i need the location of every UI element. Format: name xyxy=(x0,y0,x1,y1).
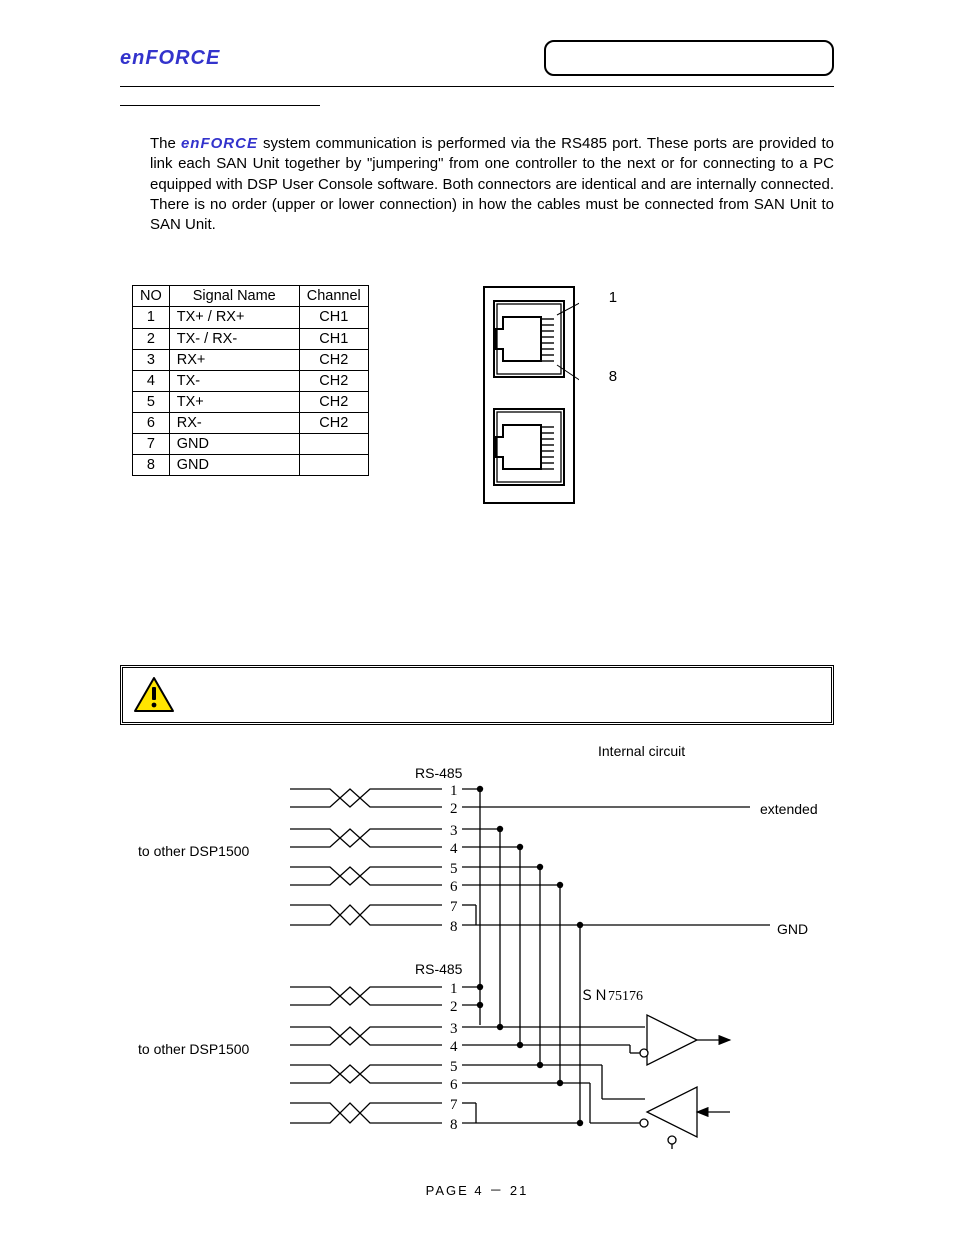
cell-signal: TX+ xyxy=(169,391,299,412)
table-row: 8GND xyxy=(133,455,369,476)
section-rule xyxy=(120,105,320,106)
th-channel: Channel xyxy=(299,286,368,307)
svg-text:4: 4 xyxy=(450,1039,458,1055)
cell-channel: CH2 xyxy=(299,413,368,434)
cell-signal: TX- / RX- xyxy=(169,328,299,349)
th-signal: Signal Name xyxy=(169,286,299,307)
cell-signal: RX+ xyxy=(169,349,299,370)
cell-no: 7 xyxy=(133,434,170,455)
circuit-diagram: Internal circuit RS-485 RS-485 to other … xyxy=(120,743,834,1163)
brand-logo: enFORCE xyxy=(120,47,220,70)
para-pre: The xyxy=(150,135,181,152)
cell-signal: TX+ / RX+ xyxy=(169,307,299,328)
rj45-svg xyxy=(479,285,579,505)
cell-signal: TX- xyxy=(169,370,299,391)
table-row: 3RX+CH2 xyxy=(133,349,369,370)
cell-channel xyxy=(299,455,368,476)
table-row: 7GND xyxy=(133,434,369,455)
warning-box xyxy=(120,665,834,725)
rj45-ports-figure: 1 8 xyxy=(479,285,617,505)
cell-channel: CH2 xyxy=(299,349,368,370)
svg-text:6: 6 xyxy=(450,1077,458,1093)
callout-8: 8 xyxy=(609,368,617,385)
table-row: 2TX- / RX-CH1 xyxy=(133,328,369,349)
warning-icon xyxy=(132,675,176,715)
table-row: 6RX-CH2 xyxy=(133,413,369,434)
table-and-ports-row: NO Signal Name Channel 1TX+ / RX+CH12TX-… xyxy=(132,285,834,505)
svg-text:1: 1 xyxy=(450,783,458,799)
cell-channel: CH1 xyxy=(299,307,368,328)
svg-text:3: 3 xyxy=(450,1021,458,1037)
table-row: 4TX-CH2 xyxy=(133,370,369,391)
cell-no: 1 xyxy=(133,307,170,328)
svg-text:6: 6 xyxy=(450,879,458,895)
svg-text:5: 5 xyxy=(450,1059,458,1075)
signal-table: NO Signal Name Channel 1TX+ / RX+CH12TX-… xyxy=(132,285,369,476)
cell-signal: GND xyxy=(169,434,299,455)
cell-no: 8 xyxy=(133,455,170,476)
circuit-svg: 1 2 3 4 5 6 7 8 xyxy=(120,743,840,1163)
cell-channel xyxy=(299,434,368,455)
cell-channel: CH2 xyxy=(299,391,368,412)
svg-text:1: 1 xyxy=(450,981,458,997)
cell-no: 5 xyxy=(133,391,170,412)
svg-text:8: 8 xyxy=(450,919,458,935)
callout-1: 1 xyxy=(609,289,617,306)
page-footer: PAGE 4 － 21 xyxy=(0,1180,954,1199)
cell-signal: RX- xyxy=(169,413,299,434)
svg-text:4: 4 xyxy=(450,841,458,857)
svg-text:2: 2 xyxy=(450,801,458,817)
header-blank-box xyxy=(544,40,834,76)
header-row: enFORCE xyxy=(120,40,834,76)
cell-no: 6 xyxy=(133,413,170,434)
svg-text:2: 2 xyxy=(450,999,458,1015)
svg-text:5: 5 xyxy=(450,861,458,877)
inline-brand: enFORCE xyxy=(181,135,258,152)
table-row: 5TX+CH2 xyxy=(133,391,369,412)
svg-text:7: 7 xyxy=(450,899,458,915)
cell-no: 4 xyxy=(133,370,170,391)
cell-channel: CH1 xyxy=(299,328,368,349)
cell-signal: GND xyxy=(169,455,299,476)
svg-text:3: 3 xyxy=(450,823,458,839)
port-callouts: 1 8 xyxy=(609,285,617,385)
cell-no: 2 xyxy=(133,328,170,349)
svg-text:7: 7 xyxy=(450,1097,458,1113)
svg-text:8: 8 xyxy=(450,1117,458,1133)
brand-text: enFORCE xyxy=(120,47,220,69)
cell-channel: CH2 xyxy=(299,370,368,391)
cell-no: 3 xyxy=(133,349,170,370)
th-no: NO xyxy=(133,286,170,307)
table-row: 1TX+ / RX+CH1 xyxy=(133,307,369,328)
header-rule xyxy=(120,86,834,87)
intro-paragraph: The enFORCE system communication is perf… xyxy=(150,134,834,235)
